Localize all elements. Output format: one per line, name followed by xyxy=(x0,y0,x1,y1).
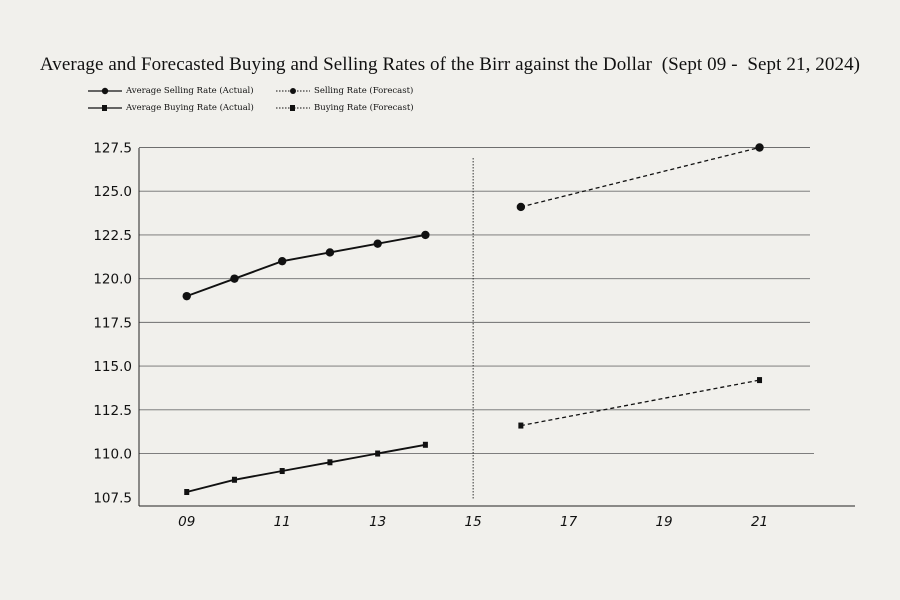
legend-label: Average Buying Rate (Actual) xyxy=(126,103,254,113)
series-1 xyxy=(184,441,428,496)
y-tick-label: 107.5 xyxy=(93,490,132,506)
data-point xyxy=(231,476,237,483)
data-point xyxy=(755,143,764,152)
series-line xyxy=(520,379,760,427)
series-2 xyxy=(516,143,764,212)
series-line xyxy=(520,146,760,208)
x-tick-label: 15 xyxy=(465,514,482,530)
y-tick-label: 120.0 xyxy=(93,272,132,288)
x-tick-label: 13 xyxy=(369,514,386,530)
series-line xyxy=(186,443,426,493)
legend-item-buying-forecast: Buying Rate (Forecast) xyxy=(276,101,414,115)
data-point xyxy=(278,256,287,266)
data-point xyxy=(325,248,335,257)
tick-labels: 107.5 110.0 112.5 115.0 117.5 120.0 122.5 125.0… xyxy=(93,140,768,530)
x-tick-label: 09 xyxy=(178,514,195,530)
data-point xyxy=(327,459,333,466)
x-tick-label: 21 xyxy=(751,514,768,530)
y-tick-label: 115.0 xyxy=(93,359,132,375)
legend-label: Average Selling Rate (Actual) xyxy=(126,86,254,96)
y-tick-label: 125.0 xyxy=(93,184,132,200)
series xyxy=(182,143,764,496)
legend-item-buying-actual: Average Buying Rate (Actual) xyxy=(88,101,254,115)
axes xyxy=(138,148,855,507)
legend: Average Selling Rate (Actual) Selling Ra… xyxy=(88,84,488,118)
x-tick-label: 11 xyxy=(274,514,291,530)
legend-swatch-square-solid xyxy=(88,105,122,111)
y-tick-label: 110.0 xyxy=(93,447,132,463)
y-tick-label: 127.5 xyxy=(93,140,132,156)
data-point xyxy=(375,450,381,457)
grid xyxy=(139,147,814,454)
legend-label: Buying Rate (Forecast) xyxy=(314,103,414,113)
data-point xyxy=(757,377,763,384)
legend-swatch-square-dotted xyxy=(276,105,310,111)
y-tick-label: 117.5 xyxy=(93,315,132,331)
data-point xyxy=(182,291,191,301)
legend-item-selling-actual: Average Selling Rate (Actual) xyxy=(88,84,254,98)
legend-item-selling-forecast: Selling Rate (Forecast) xyxy=(276,84,413,98)
data-point xyxy=(184,489,190,496)
legend-swatch-circle-dotted xyxy=(276,88,310,94)
data-point xyxy=(373,239,382,248)
y-tick-label: 122.5 xyxy=(93,228,132,244)
data-point xyxy=(516,202,526,212)
data-point xyxy=(279,468,285,475)
x-tick-label: 17 xyxy=(560,514,578,530)
series-0 xyxy=(182,230,430,301)
data-point xyxy=(230,274,239,283)
y-tick-label: 112.5 xyxy=(93,403,132,419)
data-point xyxy=(421,230,430,240)
x-tick-label: 19 xyxy=(655,514,672,530)
series-3 xyxy=(518,377,763,429)
data-point xyxy=(518,422,524,429)
legend-label: Selling Rate (Forecast) xyxy=(314,86,414,96)
chart-title: Average and Forecasted Buying and Sellin… xyxy=(39,54,861,75)
legend-swatch-circle-solid xyxy=(88,87,122,95)
data-point xyxy=(422,441,428,448)
series-line xyxy=(186,233,426,297)
